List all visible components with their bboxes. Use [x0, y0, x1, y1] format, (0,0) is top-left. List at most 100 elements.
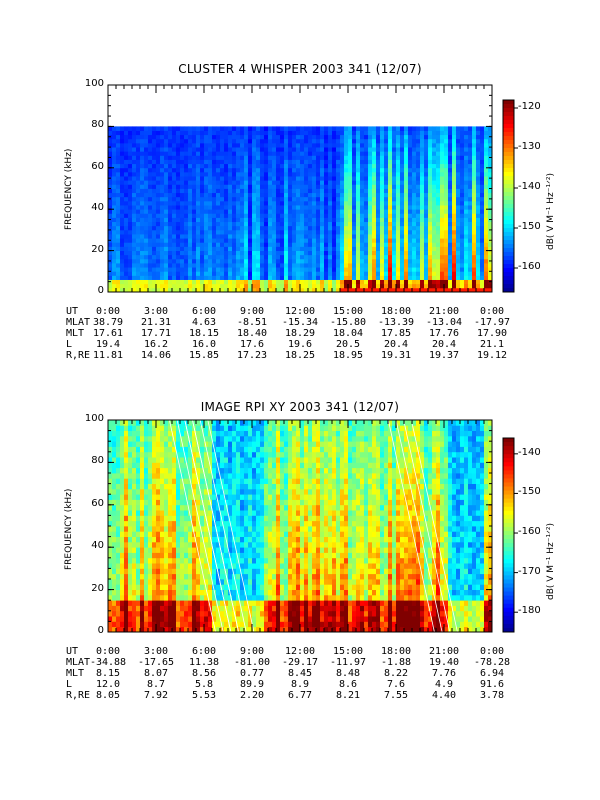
- spectrogram-cell: [192, 209, 197, 214]
- spectrogram-cell: [240, 238, 245, 243]
- spectrogram-cell: [372, 142, 377, 148]
- spectrogram-cell: [180, 234, 185, 239]
- spectrogram-cell: [284, 205, 289, 210]
- spectrogram-cell: [128, 138, 133, 144]
- spectrogram-cell: [404, 250, 409, 256]
- spectrogram-cell: [152, 626, 157, 633]
- spectrogram-cell: [356, 271, 361, 276]
- spectrogram-cell: [120, 526, 125, 532]
- spectrogram-cell: [288, 205, 293, 210]
- spectrogram-cell: [280, 275, 285, 280]
- spectrogram-cell: [184, 536, 189, 543]
- spectrogram-cell: [184, 258, 189, 264]
- spectrogram-cell: [456, 171, 461, 177]
- spectrogram-cell: [428, 147, 433, 152]
- spectrogram-cell: [284, 138, 289, 144]
- spectrogram-cell: [208, 234, 213, 239]
- spectrogram-cell: [284, 147, 289, 152]
- spectrogram-cell: [108, 616, 113, 622]
- spectrogram-cell: [416, 225, 421, 231]
- spectrogram-cell: [112, 462, 117, 469]
- spectrogram-cell: [280, 279, 285, 285]
- spectrogram-cell: [292, 142, 297, 148]
- spectrogram-cell: [192, 225, 197, 231]
- spectrogram-cell: [348, 221, 353, 227]
- spectrogram-cell: [452, 263, 457, 268]
- spectrogram-cell: [156, 420, 161, 426]
- spectrogram-cell: [128, 467, 133, 474]
- spectrogram-cell: [132, 138, 137, 144]
- spectrogram-cell: [420, 200, 425, 206]
- spectrogram-cell: [388, 142, 393, 148]
- spectrogram-cell: [156, 451, 161, 458]
- spectrogram-cell: [236, 246, 241, 251]
- spectrogram-cell: [176, 573, 181, 580]
- spectrogram-cell: [344, 279, 349, 285]
- spectrogram-cell: [464, 138, 469, 144]
- spectrogram-cell: [308, 180, 313, 185]
- spectrogram-cell: [476, 188, 481, 194]
- spectrogram-cell: [216, 275, 221, 280]
- spectrogram-cell: [152, 167, 157, 173]
- spectrogram-cell: [240, 267, 245, 272]
- spectrogram-cell: [240, 200, 245, 206]
- spectrogram-cell: [364, 142, 369, 148]
- spectrogram-cell: [132, 499, 137, 506]
- spectrogram-cell: [364, 180, 369, 185]
- spectrogram-cell: [436, 275, 441, 280]
- spectrogram-cell: [120, 610, 125, 617]
- spectrogram-cell: [272, 242, 277, 247]
- spectrogram-cell: [172, 126, 177, 131]
- spectrogram-cell: [132, 151, 137, 156]
- spectrogram-cell: [304, 283, 309, 289]
- spectrogram-cell: [380, 271, 385, 276]
- spectrogram-cell: [176, 552, 181, 559]
- spectrogram-cell: [192, 594, 197, 601]
- spectrogram-cell: [356, 279, 361, 285]
- spectrogram-cell: [460, 151, 465, 156]
- spectrogram-cell: [200, 192, 205, 198]
- spectrogram-cell: [256, 180, 261, 185]
- spectrogram-cell: [188, 616, 193, 622]
- spectrogram-cell: [152, 446, 157, 453]
- spectrogram-cell: [136, 159, 141, 165]
- spectrogram-cell: [288, 155, 293, 160]
- spectrogram-cell: [272, 238, 277, 243]
- spectrogram-cell: [120, 159, 125, 165]
- spectrogram-cell: [128, 229, 133, 235]
- spectrogram-cell: [212, 134, 217, 140]
- spectrogram-cell: [348, 242, 353, 247]
- spectrogram-cell: [420, 196, 425, 202]
- spectrogram-cell: [192, 167, 197, 173]
- spectrogram-cell: [324, 279, 329, 285]
- spectrogram-cell: [132, 600, 137, 606]
- spectrogram-cell: [344, 184, 349, 189]
- spectrogram-cell: [312, 238, 317, 243]
- spectrogram-cell: [148, 155, 153, 160]
- spectrogram-cell: [272, 263, 277, 268]
- spectrogram-cell: [156, 568, 161, 575]
- spectrogram-cell: [124, 138, 129, 144]
- spectrogram-cell: [144, 184, 149, 189]
- spectrogram-cell: [412, 159, 417, 165]
- spectrogram-cell: [204, 234, 209, 239]
- spectrogram-cell: [384, 130, 389, 136]
- spectrogram-cell: [160, 171, 165, 177]
- spectrogram-cell: [108, 478, 113, 484]
- colorbar-segment: [503, 196, 514, 201]
- spectrogram-cell: [376, 234, 381, 239]
- spectrogram-cell: [188, 188, 193, 194]
- spectrogram-cell: [276, 184, 281, 189]
- spectrogram-cell: [144, 209, 149, 214]
- spectrogram-cell: [228, 209, 233, 214]
- spectrogram-cell: [408, 130, 413, 136]
- spectrogram-cell: [160, 579, 165, 585]
- spectrogram-cell: [176, 267, 181, 272]
- spectrogram-cell: [480, 138, 485, 144]
- spectrogram-cell: [316, 163, 321, 169]
- spectrogram-cell: [220, 229, 225, 235]
- spectrogram-cell: [164, 425, 169, 431]
- spectrogram-cell: [312, 275, 317, 280]
- spectrogram-cell: [304, 287, 309, 293]
- spectrogram-cell: [336, 142, 341, 148]
